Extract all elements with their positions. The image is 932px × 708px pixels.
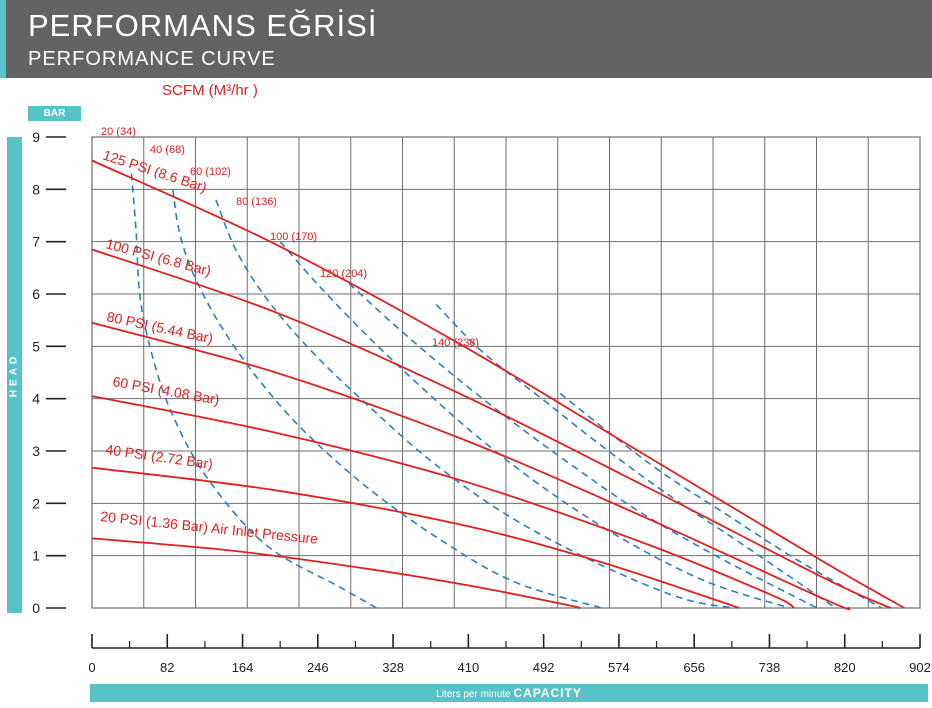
x-tick-label: 410 bbox=[458, 660, 480, 675]
air-flow-curve-label: 100 (170) bbox=[270, 231, 317, 243]
y-unit-badge: BAR bbox=[28, 106, 81, 121]
x-tick-label: 902 bbox=[909, 660, 931, 675]
air-flow-curve bbox=[435, 303, 836, 609]
y-axis-band bbox=[7, 137, 22, 613]
pressure-curve bbox=[91, 248, 891, 609]
pressure-curve bbox=[91, 537, 581, 609]
y-tick-label: 4 bbox=[32, 391, 40, 407]
x-tick-label: 820 bbox=[834, 660, 856, 675]
air-flow-curve bbox=[215, 199, 735, 609]
page-subtitle: PERFORMANCE CURVE bbox=[28, 48, 276, 70]
pressure-curve bbox=[91, 159, 905, 609]
top-axis-label: SCFM (M³/hr ) bbox=[162, 82, 258, 99]
air-flow-curve bbox=[172, 189, 602, 609]
pressure-curve bbox=[91, 466, 740, 609]
y-tick-label: 0 bbox=[32, 600, 40, 616]
pressure-curve bbox=[91, 321, 851, 611]
air-flow-curve bbox=[130, 173, 377, 609]
x-tick-label: 574 bbox=[608, 660, 630, 675]
x-axis-band: Liters per minute CAPACITY bbox=[90, 684, 928, 702]
y-tick-label: 9 bbox=[32, 129, 40, 145]
header-bar bbox=[0, 0, 932, 78]
x-tick-label: 492 bbox=[533, 660, 555, 675]
x-axis-label-main: CAPACITY bbox=[513, 686, 582, 700]
x-tick-label: 738 bbox=[759, 660, 781, 675]
air-flow-curve-label: 80 (136) bbox=[236, 196, 277, 208]
air-flow-curve-label: 140 (238) bbox=[432, 337, 479, 349]
air-flow-curve-label: 120 (204) bbox=[320, 268, 367, 280]
y-tick-label: 8 bbox=[32, 181, 40, 197]
x-tick-label: 0 bbox=[88, 660, 95, 675]
x-tick-label: 656 bbox=[683, 660, 705, 675]
y-tick-label: 2 bbox=[32, 495, 40, 511]
air-flow-curve-label: 40 (68) bbox=[150, 144, 185, 156]
header-accent-stripe bbox=[0, 0, 6, 78]
air-flow-curve-label: 20 (34) bbox=[101, 126, 136, 138]
x-tick-label: 246 bbox=[307, 660, 329, 675]
air-flow-curve-label: 60 (102) bbox=[190, 166, 231, 178]
air-flow-curve bbox=[279, 241, 790, 609]
x-axis-label: Liters per minute CAPACITY bbox=[90, 684, 928, 704]
air-flow-curve bbox=[348, 282, 818, 609]
y-tick-label: 3 bbox=[32, 443, 40, 459]
y-tick-label: 5 bbox=[32, 338, 40, 354]
y-tick-label: 1 bbox=[32, 548, 40, 564]
x-tick-label: 164 bbox=[232, 660, 254, 675]
pressure-curve bbox=[91, 395, 795, 609]
page-title: PERFORMANS EĞRİSİ bbox=[28, 8, 378, 43]
y-tick-label: 6 bbox=[32, 286, 40, 302]
y-tick-label: 7 bbox=[32, 234, 40, 250]
x-axis-label-prefix: Liters per minute bbox=[436, 689, 511, 700]
x-tick-label: 328 bbox=[382, 660, 404, 675]
pressure-curve-label: 40 PSI (2.72 Bar) bbox=[105, 441, 214, 472]
x-tick-label: 82 bbox=[160, 660, 174, 675]
